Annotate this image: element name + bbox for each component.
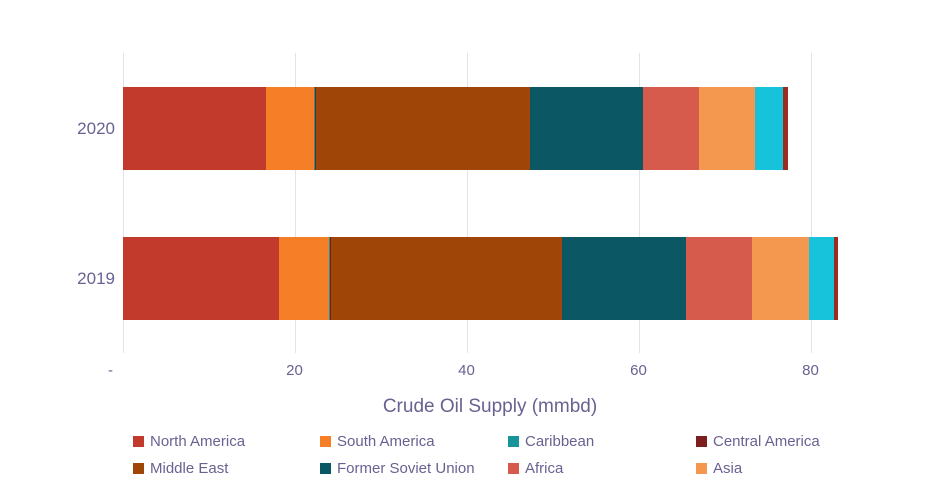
gridline-40 xyxy=(466,53,468,353)
bar-segment-africa-2019[interactable] xyxy=(685,237,753,320)
x-tick-80: 80 xyxy=(802,362,819,379)
legend-swatch-middle-east xyxy=(133,463,144,474)
bar-segment-middle-east-2019[interactable] xyxy=(330,237,562,320)
bar-segment-north-america-2019[interactable] xyxy=(122,237,280,320)
legend-label-central-america: Central America xyxy=(713,433,820,450)
bar-segment-asia-2019[interactable] xyxy=(752,237,809,320)
legend-swatch-former-soviet-union xyxy=(320,463,331,474)
legend-label-africa: Africa xyxy=(525,460,564,477)
x-tick-40: 40 xyxy=(458,362,475,379)
x-axis-title: Crude Oil Supply (mmbd) xyxy=(382,396,598,417)
bar-segment-middle-east-2020[interactable] xyxy=(315,87,530,170)
legend-swatch-central-america xyxy=(696,436,707,447)
x-tick-0: - xyxy=(108,362,113,379)
bar-segment-caribbean-2019[interactable] xyxy=(328,237,330,320)
bar-segment-south-america-2019[interactable] xyxy=(279,237,329,320)
legend-label-former-soviet-union: Former Soviet Union xyxy=(337,460,475,477)
gridline-80 xyxy=(810,53,812,353)
bar-segment-asia-2020[interactable] xyxy=(699,87,756,170)
bar-segment-former-soviet-union-2020[interactable] xyxy=(529,87,643,170)
y-category-label-2019: 2019 xyxy=(77,269,115,288)
bar-segment-africa-2020[interactable] xyxy=(642,87,700,170)
legend-label-south-america: South America xyxy=(337,433,435,450)
legend-swatch-africa xyxy=(508,463,519,474)
legend-swatch-asia xyxy=(696,463,707,474)
bar-segment-unlabeled-dark-red-segment-legend-cut-off-2019[interactable] xyxy=(833,237,839,320)
legend-label-caribbean: Caribbean xyxy=(525,433,595,450)
x-tick-20: 20 xyxy=(286,362,303,379)
bar-segment-south-america-2020[interactable] xyxy=(266,87,315,170)
legend-label-asia: Asia xyxy=(713,460,743,477)
y-category-label-2020: 2020 xyxy=(77,119,115,138)
legend-swatch-north-america xyxy=(133,436,144,447)
bar-segment-north-america-2020[interactable] xyxy=(122,87,267,170)
legend-swatch-caribbean xyxy=(508,436,519,447)
bar-segment-central-america-2019[interactable] xyxy=(329,237,331,320)
gridline-0 xyxy=(122,53,124,353)
legend-label-north-america: North America xyxy=(150,433,246,450)
bar-segment-caribbean-2020[interactable] xyxy=(314,87,316,170)
bar-segment-unlabeled-cyan-segment-legend-cut-off-2020[interactable] xyxy=(755,87,783,170)
bar-segment-unlabeled-dark-red-segment-legend-cut-off-2020[interactable] xyxy=(782,87,789,170)
gridline-60 xyxy=(638,53,640,353)
gridline-20 xyxy=(294,53,296,353)
legend-swatch-south-america xyxy=(320,436,331,447)
legend-label-middle-east: Middle East xyxy=(150,460,229,477)
x-tick-60: 60 xyxy=(630,362,647,379)
bar-segment-former-soviet-union-2019[interactable] xyxy=(561,237,686,320)
bar-segment-unlabeled-cyan-segment-legend-cut-off-2019[interactable] xyxy=(808,237,834,320)
